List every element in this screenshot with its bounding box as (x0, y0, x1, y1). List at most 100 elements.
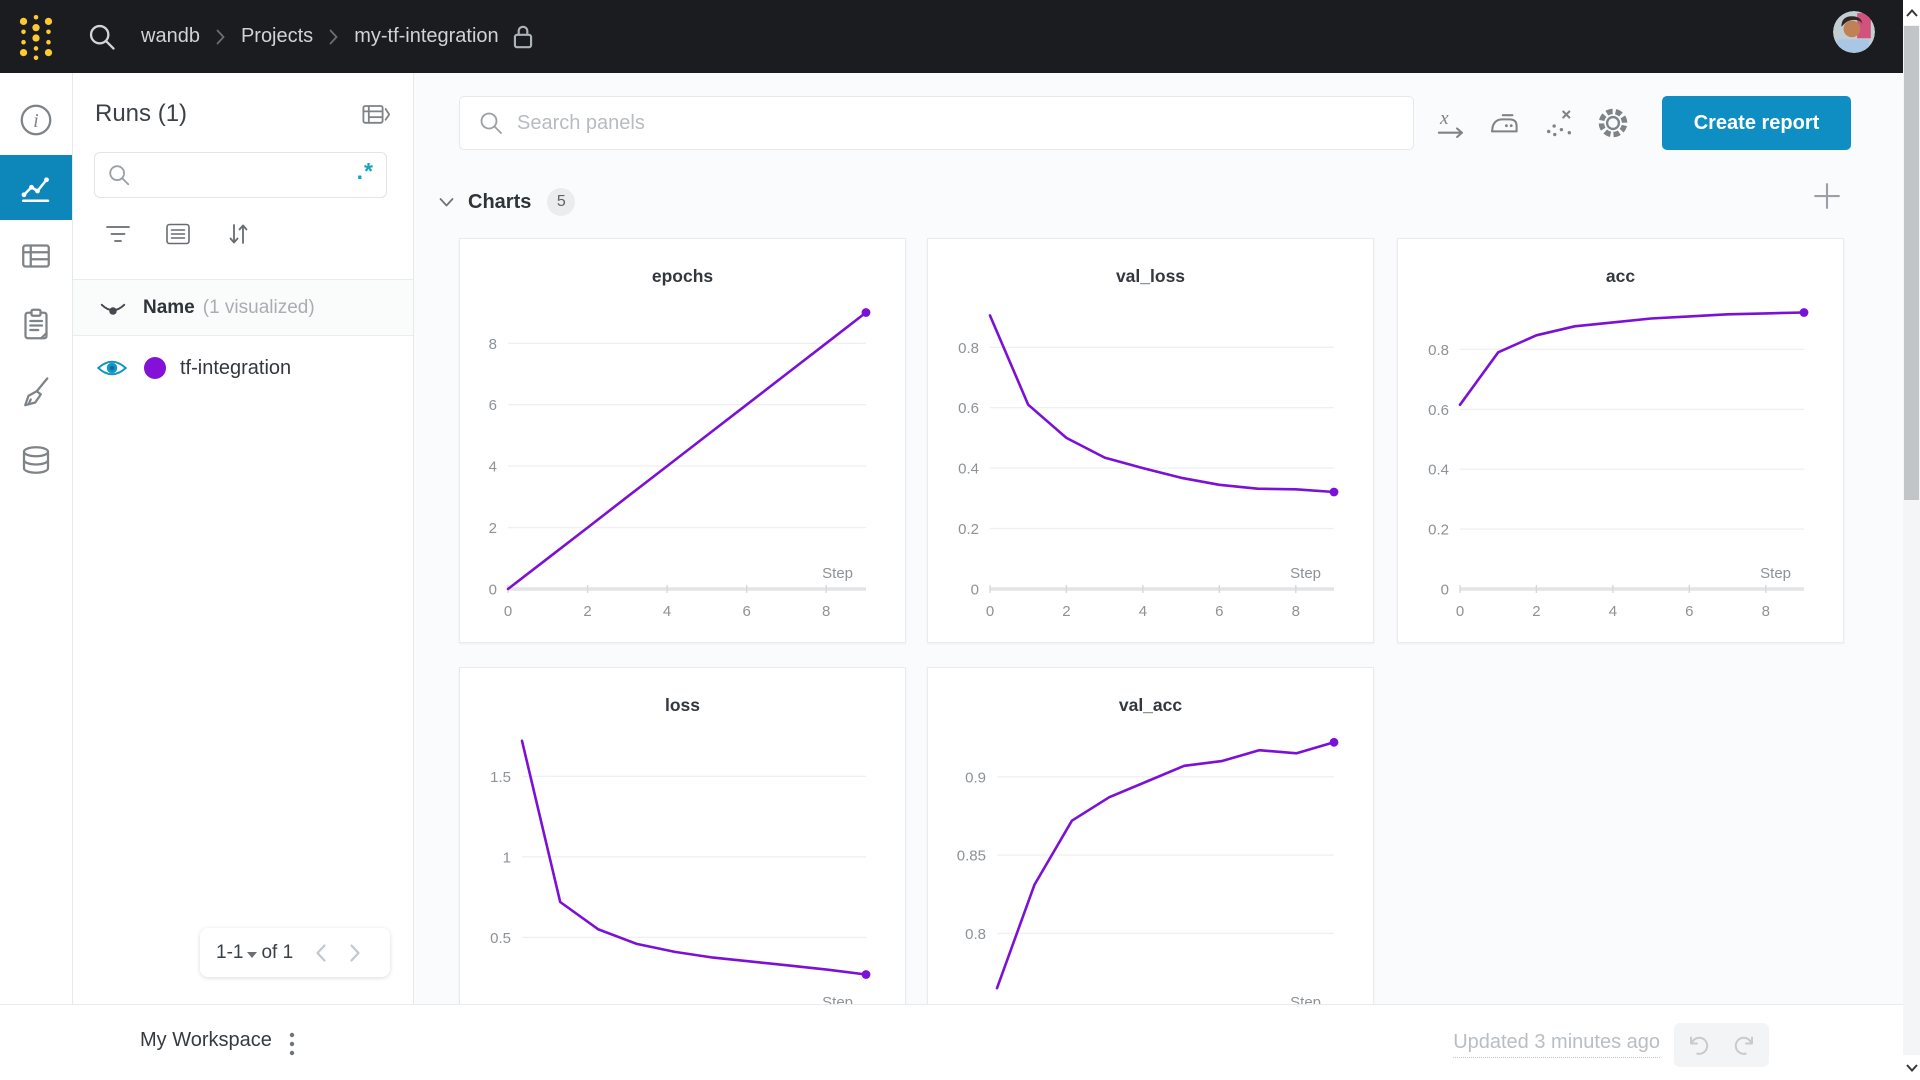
svg-text:0: 0 (489, 582, 497, 599)
panel-search-input[interactable] (517, 111, 1395, 135)
svg-text:6: 6 (1215, 603, 1223, 620)
svg-text:0.4: 0.4 (958, 461, 979, 478)
sidebar-runs-table-icon[interactable] (0, 223, 72, 288)
sidebar-sweeps-broom-icon[interactable] (0, 359, 72, 424)
panel-search-box (459, 96, 1414, 150)
runs-name-header: Name (143, 296, 195, 318)
breadcrumb-entity[interactable]: wandb (141, 25, 200, 47)
breadcrumb-projects[interactable]: Projects (240, 25, 314, 47)
chart-panel-acc[interactable]: acc 0 0.2 0.4 0.6 0.8 0 2 4 6 8 Step (1397, 238, 1844, 643)
svg-text:8: 8 (1292, 603, 1300, 620)
svg-text:0: 0 (504, 603, 512, 620)
svg-text:0.2: 0.2 (958, 521, 979, 538)
scrollbar-thumb[interactable] (1904, 26, 1919, 500)
scrollbar-arrow-down-icon[interactable] (1903, 1055, 1920, 1080)
runs-visualized-count: (1 visualized) (202, 296, 315, 318)
svg-text:8: 8 (822, 603, 830, 620)
charts-section-label: Charts (468, 190, 532, 213)
chart-title: acc (1605, 266, 1636, 286)
svg-text:4: 4 (663, 603, 671, 620)
runs-panel-title: Runs (1) (95, 100, 188, 127)
updated-timestamp[interactable]: Updated 3 minutes ago (1453, 1031, 1660, 1058)
svg-text:0.8: 0.8 (958, 340, 979, 357)
sort-icon[interactable] (223, 219, 253, 249)
sidebar-logs-clipboard-icon[interactable] (0, 291, 72, 356)
svg-text:0.5: 0.5 (490, 930, 511, 947)
run-name-link[interactable]: tf-integration (180, 356, 292, 379)
svg-text:0: 0 (1441, 582, 1449, 599)
undo-redo-group (1674, 1023, 1769, 1067)
svg-text:4: 4 (1609, 603, 1617, 620)
chart-panel-epochs[interactable]: epochs 0 2 4 6 8 0 2 4 6 8 Step (459, 238, 906, 643)
chart-title: epochs (651, 266, 714, 286)
svg-text:x: x (1439, 108, 1449, 129)
svg-text:0: 0 (971, 582, 979, 599)
chart-title: val_acc (1118, 695, 1183, 715)
chevron-right-icon (329, 29, 338, 45)
scrollbar[interactable] (1903, 0, 1920, 1080)
filter-icon[interactable] (103, 219, 133, 249)
avatar[interactable] (1833, 11, 1875, 53)
svg-text:2: 2 (489, 520, 497, 537)
divider (73, 279, 413, 280)
redo-icon[interactable] (1722, 1023, 1770, 1067)
svg-text:1: 1 (503, 849, 511, 866)
runs-table-expand-icon[interactable] (361, 103, 391, 127)
svg-text:Step: Step (1290, 565, 1321, 582)
svg-text:0: 0 (986, 603, 994, 620)
add-panel-plus-icon[interactable] (1810, 179, 1844, 213)
svg-text:2: 2 (1062, 603, 1070, 620)
svg-text:1.5: 1.5 (490, 769, 511, 786)
svg-text:0.9: 0.9 (965, 769, 986, 786)
sidebar-workspace-chart-icon[interactable] (0, 155, 72, 220)
svg-text:4: 4 (489, 459, 497, 476)
nav-search-icon[interactable] (85, 20, 119, 54)
breadcrumb: wandb Projects my-tf-integration (141, 23, 535, 51)
chart-plot: 0 0.2 0.4 0.6 0.8 0 2 4 6 8 Step (928, 239, 1375, 644)
svg-text:0.2: 0.2 (1428, 522, 1449, 539)
charts-count-badge: 5 (547, 188, 576, 216)
breadcrumb-project-name[interactable]: my-tf-integration (354, 25, 499, 47)
pagination-next-button[interactable] (349, 943, 361, 963)
regex-toggle[interactable]: .* (356, 158, 374, 184)
svg-text:Step: Step (822, 565, 853, 582)
svg-text:8: 8 (1762, 603, 1770, 620)
undo-icon[interactable] (1674, 1023, 1722, 1067)
create-report-button[interactable]: Create report (1662, 96, 1851, 150)
chevron-down-icon[interactable] (434, 190, 458, 214)
svg-text:2: 2 (583, 603, 591, 620)
svg-text:0.85: 0.85 (957, 848, 986, 865)
kebab-menu-icon[interactable] (281, 1030, 303, 1058)
svg-text:0: 0 (1456, 603, 1464, 620)
wandb-logo-icon[interactable] (17, 9, 57, 65)
sidebar-overview-info-icon[interactable]: i (0, 87, 72, 152)
x-axis-settings-icon[interactable]: x (1431, 103, 1471, 143)
svg-text:i: i (33, 110, 38, 131)
runs-panel: Runs (1) .* (73, 73, 414, 1004)
panel-settings-gear-icon[interactable] (1593, 103, 1633, 143)
left-icon-rail: i (0, 73, 73, 1004)
runs-search-input[interactable] (140, 164, 357, 186)
chart-panel-val-loss[interactable]: val_loss 0 0.2 0.4 0.6 0.8 0 2 4 6 8 Step (927, 238, 1374, 643)
list-view-icon[interactable] (163, 219, 193, 249)
runs-name-header-row: Name (1 visualized) (73, 280, 413, 336)
pagination-range-dropdown[interactable]: 1-1 of 1 (216, 941, 294, 963)
runs-pagination: 1-1 of 1 (200, 928, 390, 977)
runs-search-box: .* (94, 152, 387, 198)
svg-text:0.6: 0.6 (1428, 402, 1449, 419)
sidebar-artifacts-database-icon[interactable] (0, 427, 72, 492)
eye-visible-icon[interactable] (96, 356, 128, 380)
chart-title: val_loss (1115, 266, 1186, 286)
scrollbar-arrow-up-icon[interactable] (1903, 0, 1920, 25)
search-icon (107, 163, 131, 187)
search-icon (478, 110, 504, 136)
chart-title: loss (664, 695, 701, 715)
pagination-prev-button[interactable] (315, 943, 327, 963)
svg-text:0.8: 0.8 (1428, 342, 1449, 359)
chart-plot: 0 2 4 6 8 0 2 4 6 8 Step (460, 239, 907, 644)
bottom-bar: My Workspace Updated 3 minutes ago (0, 1004, 1903, 1080)
smoothing-iron-icon[interactable] (1484, 103, 1524, 143)
outlier-scatter-icon[interactable] (1539, 103, 1579, 143)
eye-partial-icon[interactable] (98, 297, 128, 319)
